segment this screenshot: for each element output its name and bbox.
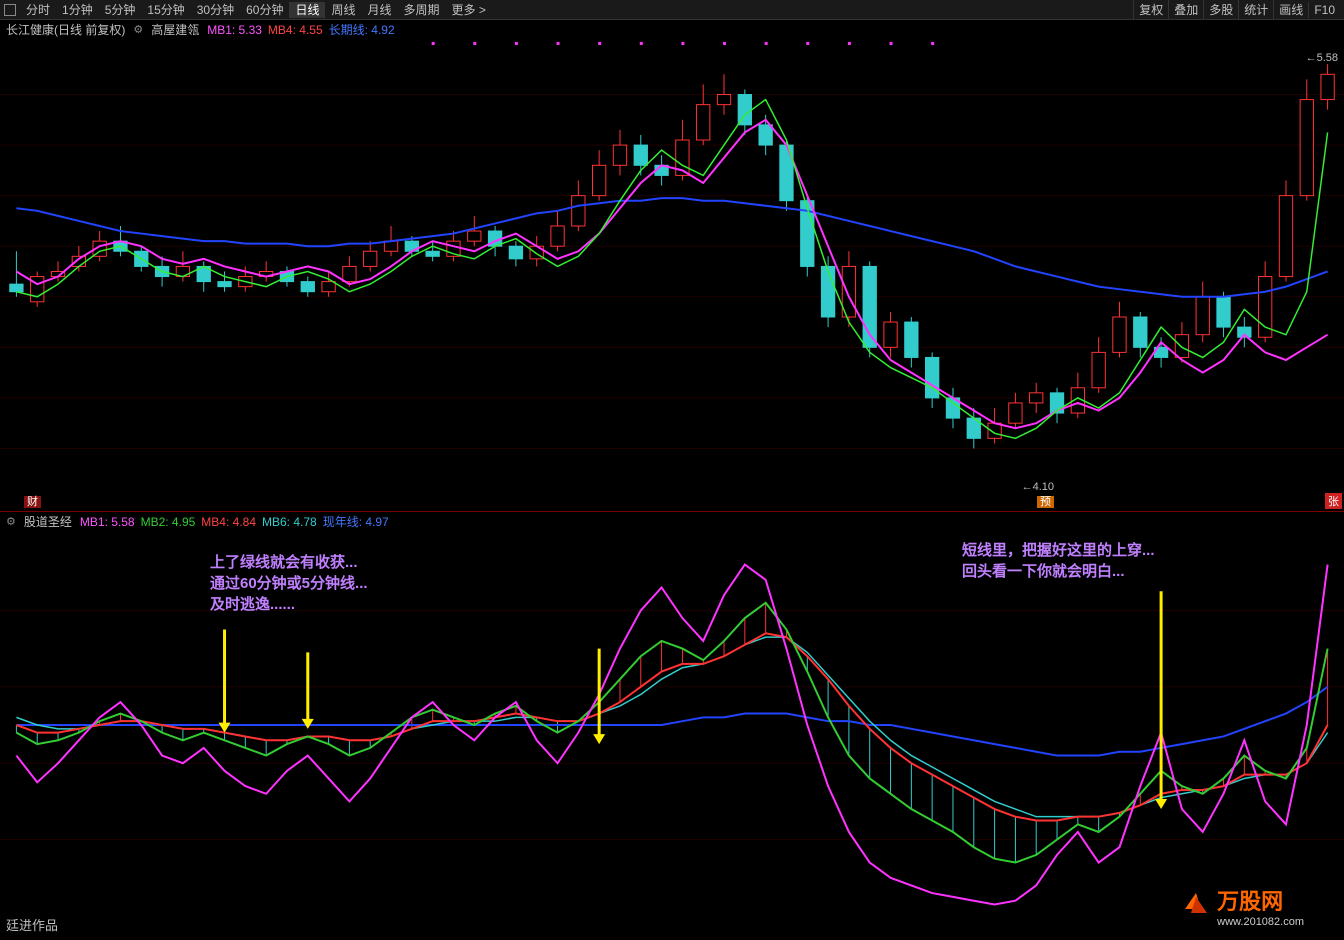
main-toolbar: 分时1分钟5分钟15分钟30分钟60分钟日线周线月线多周期更多 > 复权叠加多股…: [0, 0, 1344, 20]
indicator-value: MB2: 4.95: [141, 515, 196, 529]
toolbar-icon[interactable]: [4, 4, 16, 16]
annotation-right: 短线里，把握好这里的上穿...回头看一下你就会明白...: [962, 540, 1155, 582]
toolbar-left: 分时1分钟5分钟15分钟30分钟60分钟日线周线月线多周期更多 >: [4, 1, 492, 18]
price-high-label: ←5.58: [1306, 52, 1338, 64]
gear-icon[interactable]: ⚙: [133, 23, 143, 36]
tool-3[interactable]: 统计: [1238, 0, 1273, 19]
indicator-value: MB1: 5.33: [207, 23, 262, 37]
timeframe-9[interactable]: 多周期: [398, 2, 446, 18]
signature: 廷进作品: [6, 915, 58, 934]
timeframe-8[interactable]: 月线: [362, 2, 398, 18]
watermark-logo: 万股网 www.201082.com: [1181, 884, 1304, 928]
gear-icon[interactable]: ⚙: [6, 515, 16, 528]
timeframe-3[interactable]: 15分钟: [141, 2, 190, 18]
timeframe-2[interactable]: 5分钟: [99, 2, 142, 18]
indicator-value: MB6: 4.78: [262, 515, 317, 529]
indicator-value: 现年线: 4.97: [323, 515, 389, 529]
stock-title: 长江健康(日线 前复权): [6, 21, 125, 38]
corner-badge: 张: [1325, 493, 1342, 509]
tool-0[interactable]: 复权: [1133, 0, 1168, 19]
indicator-value: 长期线: 4.92: [329, 23, 395, 37]
timeframe-6[interactable]: 日线: [289, 2, 325, 18]
badge-yu: 预: [1037, 493, 1054, 509]
tool-1[interactable]: 叠加: [1168, 0, 1203, 19]
indicator-value: MB1: 5.58: [80, 515, 135, 529]
badge-left: 财: [24, 493, 41, 509]
upper-indicator-bar: 长江健康(日线 前复权) ⚙ 高屋建瓴 MB1: 5.33 MB4: 4.55 长期…: [0, 20, 1344, 38]
price-low-label: ←4.10: [1022, 481, 1054, 493]
indicator-value: MB4: 4.55: [268, 23, 323, 37]
tool-5[interactable]: F10: [1308, 2, 1340, 18]
lower-indicator-bar: ⚙ 股道圣经 MB1: 5.58 MB2: 4.95 MB4: 4.84 MB6: 4…: [0, 512, 1344, 530]
annotation-left: 上了绿线就会有收获...通过60分钟或5分钟线...及时逃逸......: [210, 552, 368, 615]
indicator-chart[interactable]: ⚙ 股道圣经 MB1: 5.58 MB2: 4.95 MB4: 4.84 MB6: 4…: [0, 512, 1344, 938]
timeframe-1[interactable]: 1分钟: [56, 2, 99, 18]
indicator-value: MB4: 4.84: [201, 515, 256, 529]
timeframe-0[interactable]: 分时: [20, 2, 56, 18]
indicator-title: 股道圣经: [24, 513, 72, 530]
timeframe-7[interactable]: 周线: [325, 2, 361, 18]
candlestick-chart[interactable]: 长江健康(日线 前复权) ⚙ 高屋建瓴 MB1: 5.33 MB4: 4.55 长期…: [0, 20, 1344, 512]
timeframe-5[interactable]: 60分钟: [240, 2, 289, 18]
toolbar-right: 复权叠加多股统计画线F10: [1133, 0, 1340, 19]
sub-title: 高屋建瓴: [151, 21, 199, 38]
tool-4[interactable]: 画线: [1273, 0, 1308, 19]
timeframe-4[interactable]: 30分钟: [191, 2, 240, 18]
tool-2[interactable]: 多股: [1203, 0, 1238, 19]
timeframe-10[interactable]: 更多 >: [446, 2, 492, 18]
